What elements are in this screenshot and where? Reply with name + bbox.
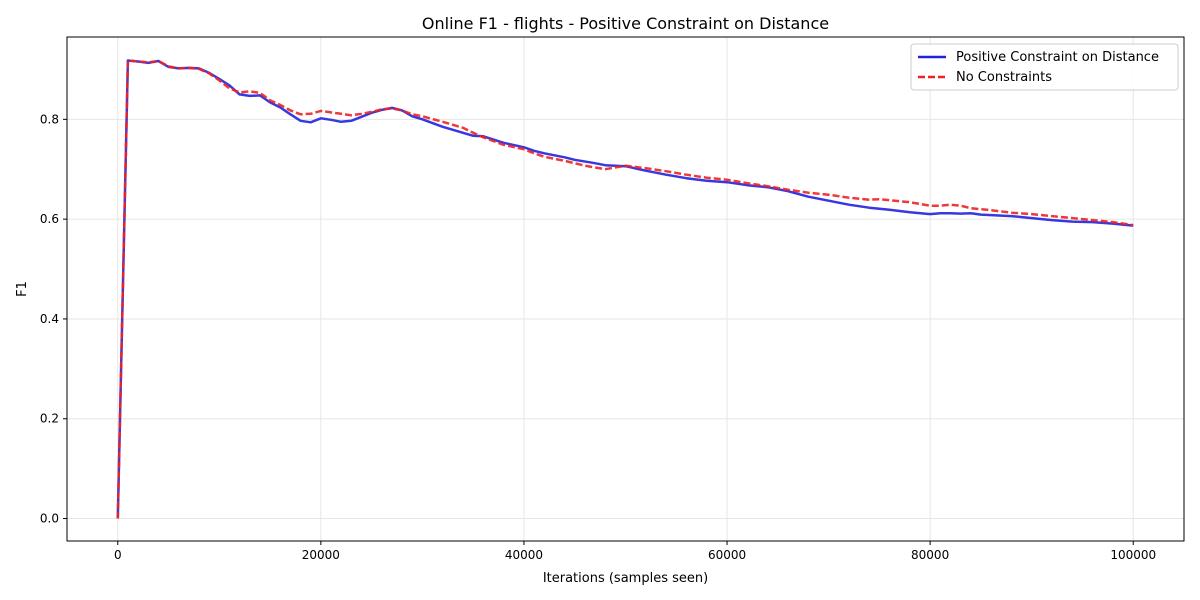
x-tick-label: 80000: [911, 548, 949, 562]
y-tick-label: 0.4: [40, 312, 59, 326]
legend-label-no-constraints: No Constraints: [956, 70, 1052, 85]
y-tick-label: 0.0: [40, 512, 59, 526]
x-tick-label: 40000: [505, 548, 543, 562]
legend: Positive Constraint on Distance No Const…: [910, 43, 1179, 91]
x-tick-label: 60000: [708, 548, 746, 562]
legend-box: [910, 43, 1179, 91]
chart-title: Online F1 - flights - Positive Constrain…: [422, 14, 829, 33]
grid: [67, 37, 1184, 541]
y-axis-label: F1: [15, 281, 30, 297]
x-tick-label: 20000: [302, 548, 340, 562]
y-tick-label: 0.8: [40, 112, 59, 126]
legend-label-positive-constraint: Positive Constraint on Distance: [956, 50, 1159, 65]
plot-frame: [66, 36, 1185, 542]
x-tick-label: 100000: [1110, 548, 1156, 562]
series-line-no-constraints: [116, 59, 1134, 519]
x-tick-label: 0: [114, 548, 122, 562]
y-tick-label: 0.6: [40, 212, 59, 226]
series-layer: [116, 59, 1134, 519]
x-axis-label: Iterations (samples seen): [543, 571, 708, 586]
x-axis: 0 20000 40000 60000 80000 100000: [114, 541, 1156, 562]
y-axis: 0.0 0.2 0.4 0.6 0.8: [40, 112, 67, 526]
y-tick-label: 0.2: [40, 412, 59, 426]
